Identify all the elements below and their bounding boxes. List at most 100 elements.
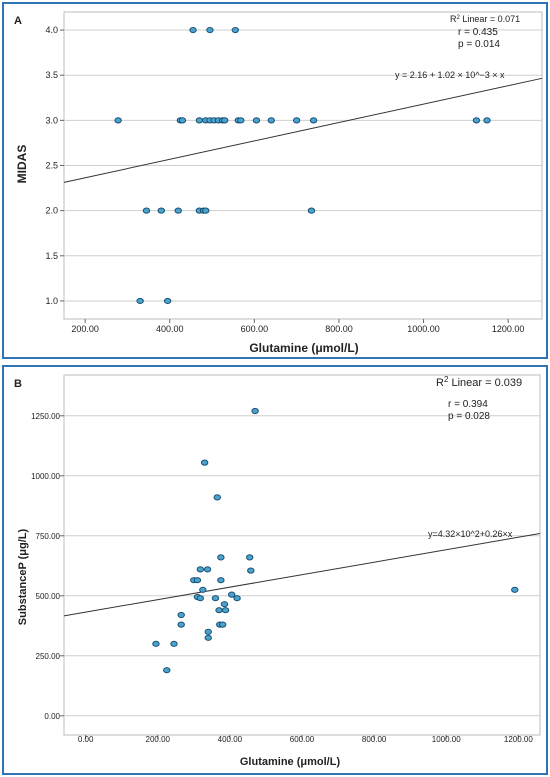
data-point xyxy=(511,586,519,593)
x-tick-label: 600.00 xyxy=(290,735,315,744)
data-point xyxy=(157,207,165,214)
data-point xyxy=(163,297,172,305)
data-point xyxy=(292,117,301,124)
chart-panel-a: 1.0 1.5 2.0 2.5 3.0 3.5 4.0 200.00 400.00 600.00 8… xyxy=(2,2,548,359)
r-value-label: r = 0.435 xyxy=(458,27,498,38)
r-squared-value: Linear = 0.071 xyxy=(460,14,520,24)
y-tick-label: 3.0 xyxy=(45,115,58,125)
y-tick-label: 4.0 xyxy=(45,25,58,35)
scatter-chart-a: 1.0 1.5 2.0 2.5 3.0 3.5 4.0 200.00 400.00 600.00 8… xyxy=(14,11,543,355)
x-tick-label: 1000.00 xyxy=(432,735,461,744)
data-point xyxy=(203,566,212,573)
panel-label: A xyxy=(14,15,22,27)
data-point xyxy=(178,117,187,124)
y-tick-label: 750.00 xyxy=(36,532,61,541)
data-point xyxy=(136,297,144,305)
data-point xyxy=(199,586,207,593)
data-point xyxy=(309,117,318,124)
data-point xyxy=(246,554,254,561)
panel-label: B xyxy=(14,378,22,390)
y-tick-label: 1.5 xyxy=(45,251,58,261)
data-point xyxy=(204,628,212,635)
data-point xyxy=(233,595,241,602)
x-tick-label: 800.00 xyxy=(325,324,353,334)
regression-line xyxy=(63,533,541,617)
data-point xyxy=(177,611,185,619)
data-point xyxy=(307,207,316,214)
r-squared-label: R2 Linear = 0.071 xyxy=(450,14,520,24)
data-point xyxy=(177,621,185,628)
data-point xyxy=(247,567,255,574)
data-point xyxy=(483,117,491,124)
x-tick-label: 600.00 xyxy=(241,324,269,334)
regression-equation: y=4.32×10^2+0.26×x xyxy=(428,529,513,539)
x-tick-label: 800.00 xyxy=(362,735,387,744)
data-point xyxy=(152,640,160,647)
x-axis-title: Glutamine (μmol/L) xyxy=(249,341,358,355)
p-value-label: p = 0.014 xyxy=(458,39,500,50)
data-point xyxy=(189,26,197,34)
x-axis-title: Glutamine (μmol/L) xyxy=(240,756,341,768)
data-point xyxy=(206,26,214,34)
data-point xyxy=(114,117,122,124)
data-point xyxy=(200,459,209,466)
data-point xyxy=(202,207,210,214)
chart-panel-b: 0.00 250.00 500.00 750.00 1000.00 1250.00 0.00… xyxy=(2,365,548,775)
r-squared-superscript: 2 xyxy=(444,375,449,384)
y-tick-label: 500.00 xyxy=(36,592,61,601)
x-tick-label: 1200.00 xyxy=(504,735,533,744)
data-point xyxy=(215,607,223,614)
y-axis-title: SubstanceP (μg/L) xyxy=(17,528,29,625)
y-tick-label: 1.0 xyxy=(45,296,58,306)
data-point xyxy=(217,554,225,561)
data-point xyxy=(170,640,178,647)
data-point xyxy=(231,26,240,34)
y-axis-title: MIDAS xyxy=(15,145,29,184)
r-squared-value: Linear = 0.039 xyxy=(448,377,522,389)
plot-area xyxy=(63,374,541,736)
data-point xyxy=(220,601,229,608)
regression-line xyxy=(63,77,543,183)
x-tick-label: 200.00 xyxy=(146,735,171,744)
data-point xyxy=(174,207,182,214)
data-point xyxy=(251,407,259,415)
y-tick-label: 3.5 xyxy=(45,70,58,80)
data-point xyxy=(227,591,236,598)
x-tick-label: 400.00 xyxy=(218,735,243,744)
y-tick-label: 1250.00 xyxy=(31,412,60,421)
data-point xyxy=(217,577,225,584)
x-tick-label: 1000.00 xyxy=(407,324,440,334)
data-point xyxy=(218,621,227,628)
r-squared-prefix: R xyxy=(436,377,444,389)
x-tick-label: 0.00 xyxy=(78,735,94,744)
data-point xyxy=(472,117,481,124)
y-tick-label: 1000.00 xyxy=(31,472,60,481)
data-point xyxy=(195,117,204,124)
data-point xyxy=(221,607,230,614)
x-tick-label: 1200.00 xyxy=(492,324,525,334)
scatter-chart-b: 0.00 250.00 500.00 750.00 1000.00 1250.00 0.00… xyxy=(14,374,541,768)
data-point xyxy=(237,117,245,124)
data-point xyxy=(252,117,261,124)
y-tick-label: 2.0 xyxy=(45,206,58,216)
r-squared-label: R2 Linear = 0.039 xyxy=(436,375,522,390)
data-point xyxy=(196,566,205,573)
r-squared-prefix: R xyxy=(450,14,457,24)
data-point xyxy=(267,117,275,124)
r-squared-superscript: 2 xyxy=(457,15,461,21)
data-point xyxy=(193,577,202,584)
p-value-label: p = 0.028 xyxy=(448,411,490,422)
data-point xyxy=(211,595,220,602)
y-tick-label: 2.5 xyxy=(45,161,58,171)
y-tick-label: 250.00 xyxy=(36,652,61,661)
x-tick-label: 200.00 xyxy=(71,324,99,334)
data-point xyxy=(204,634,212,641)
data-point xyxy=(213,494,221,501)
data-point xyxy=(163,667,171,674)
regression-equation: y = 2.16 + 1.02 × 10^−3 × x xyxy=(395,70,505,80)
data-point xyxy=(142,207,151,214)
x-tick-label: 400.00 xyxy=(156,324,184,334)
data-point xyxy=(196,595,205,602)
y-tick-label: 0.00 xyxy=(44,712,60,721)
data-point xyxy=(221,117,229,124)
